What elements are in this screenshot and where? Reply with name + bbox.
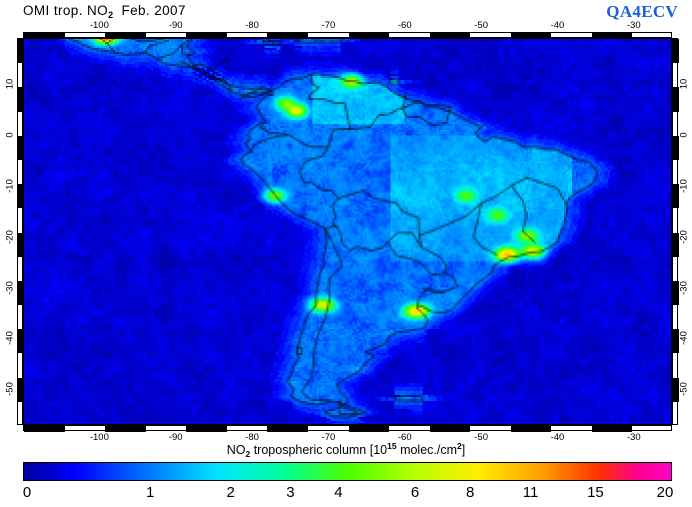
y-tick-left--10: -10 [4,178,16,193]
colorbar-tick-6: 6 [410,484,420,501]
colorbar-tick-8: 8 [465,484,475,501]
y-tick-left--50: -50 [4,382,16,397]
y-tick-left--20: -20 [4,229,16,244]
x-tick-top--100: -100 [89,20,109,31]
cb-label-no: NO [226,443,246,457]
y-tick-left--30: -30 [4,280,16,295]
x-tick-top--40: -40 [550,20,565,31]
colorbar-tick-1: 1 [146,484,155,501]
x-tick-bottom--100: -100 [89,432,109,443]
x-tick-bottom--30: -30 [626,432,641,443]
colorbar-tick-4: 4 [334,484,343,501]
x-tick-top--70: -70 [321,20,336,31]
cb-label-end: ] [461,443,466,457]
map-plot-area [23,38,672,425]
y-tick-left-10: 10 [4,78,16,90]
x-tick-bottom--50: -50 [474,432,488,443]
y-tick-left--40: -40 [4,331,16,346]
y-tick-right-0: 0 [678,132,690,138]
colorbar-tick-15: 15 [587,484,604,501]
no2-heatmap-canvas [23,38,672,425]
cb-label-exp2: 2 [457,441,462,451]
cb-label-mid: tropospheric column [10 [250,443,388,457]
cb-label-sub: 2 [245,449,251,459]
page-title: OMI trop. NO2 Feb. 2007 [23,3,186,20]
qa4ecv-logo: QA4ECV [606,2,678,21]
title-date: Feb. 2007 [121,3,186,18]
x-tick-bottom--40: -40 [550,432,565,443]
axis-frame-bottom [23,425,672,432]
cb-label-exp: 15 [387,441,397,451]
x-tick-top--80: -80 [245,20,259,31]
y-tick-right--30: -30 [678,280,690,295]
colorbar-tick-2: 2 [226,484,235,501]
y-tick-left-0: 0 [4,132,16,138]
title-main: OMI trop. NO [23,3,109,18]
y-tick-right--40: -40 [678,331,690,346]
x-tick-top--30: -30 [626,20,641,31]
colorbar-gradient [24,463,671,480]
x-tick-top--90: -90 [168,20,183,31]
x-tick-top--50: -50 [474,20,488,31]
x-tick-bottom--60: -60 [397,432,412,443]
colorbar [23,462,672,481]
y-tick-right-10: 10 [678,78,690,90]
title-subscript: 2 [108,10,114,20]
y-tick-right--10: -10 [678,178,690,193]
colorbar-tick-3: 3 [286,484,295,501]
y-tick-right--50: -50 [678,382,690,397]
axis-frame-right [672,38,679,425]
colorbar-tick-0: 0 [22,484,32,501]
x-tick-bottom--80: -80 [245,432,259,443]
x-tick-bottom--70: -70 [321,432,336,443]
colorbar-axis-label: NO2 tropospheric column [1015 molec./cm2… [226,441,466,459]
cb-label-molec: molec./cm [396,443,458,457]
colorbar-tick-11: 11 [522,484,539,501]
x-tick-top--60: -60 [397,20,412,31]
colorbar-tick-20: 20 [656,484,674,501]
y-tick-right--20: -20 [678,229,690,244]
x-tick-bottom--90: -90 [168,432,183,443]
